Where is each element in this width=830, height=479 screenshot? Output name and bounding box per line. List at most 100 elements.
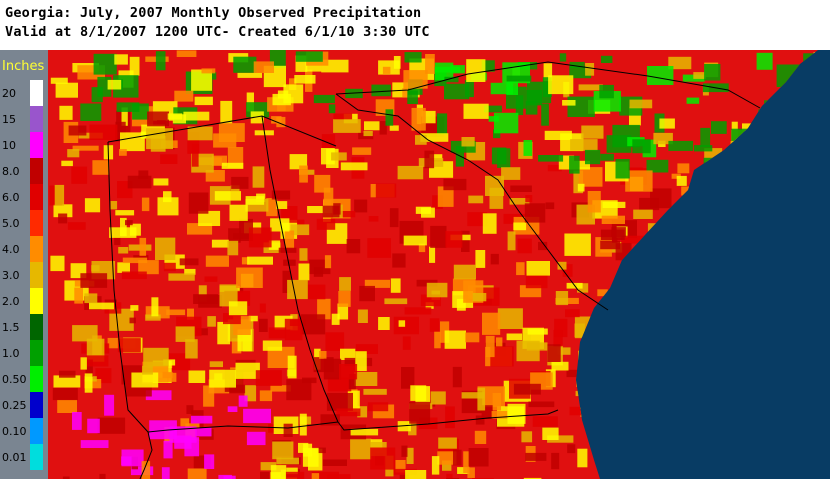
precip-cell <box>272 93 291 106</box>
precip-cell <box>209 369 236 388</box>
precip-cell <box>513 383 541 395</box>
precip-cell <box>510 185 532 192</box>
precip-cell <box>430 225 447 248</box>
precip-cell <box>72 412 82 430</box>
precip-cell <box>461 137 475 147</box>
precip-cell <box>474 430 487 444</box>
precip-cell <box>493 129 501 139</box>
precip-cell <box>519 285 542 298</box>
precip-cell <box>482 312 501 335</box>
precip-cell <box>260 462 277 471</box>
precip-cell <box>223 313 241 325</box>
precip-cell <box>467 212 488 227</box>
precip-cell <box>646 159 669 173</box>
precip-cell <box>302 377 317 384</box>
precip-cell <box>399 474 410 479</box>
alabama-border <box>107 141 149 433</box>
precip-cell <box>404 52 422 63</box>
legend-title: Inches <box>2 59 45 74</box>
precip-cell <box>162 371 173 379</box>
precip-cell <box>233 56 257 73</box>
precip-cell <box>600 229 625 240</box>
legend-swatch <box>30 288 43 314</box>
precip-cell <box>525 195 533 203</box>
precip-cell <box>201 68 216 74</box>
precip-cell <box>421 207 435 218</box>
precip-cell <box>507 403 526 424</box>
precip-cell <box>298 263 310 281</box>
precip-cell <box>484 105 502 113</box>
precip-cell <box>600 153 614 161</box>
precip-cell <box>385 109 394 126</box>
precip-cell <box>538 155 564 162</box>
precip-cell <box>276 201 288 209</box>
precip-cell <box>354 372 378 386</box>
legend-label: 8.0 <box>2 165 20 178</box>
precip-cell <box>331 313 340 325</box>
precip-cell <box>327 377 352 392</box>
precip-cell <box>289 154 308 170</box>
precip-cell <box>565 309 580 318</box>
precip-cell <box>577 183 585 192</box>
precip-cell <box>382 66 391 74</box>
precip-cell <box>429 318 440 332</box>
legend-label: 0.50 <box>2 373 27 386</box>
precip-cell <box>494 112 519 134</box>
precip-cell <box>340 162 368 171</box>
precip-cell <box>364 121 380 131</box>
precip-cell <box>190 415 213 424</box>
precip-cell <box>228 301 248 316</box>
precip-cell <box>121 449 144 467</box>
precip-cell <box>507 231 516 251</box>
precip-cell <box>176 50 197 57</box>
precip-cell <box>338 291 351 307</box>
precip-cell <box>463 451 470 473</box>
precip-cell <box>188 192 209 214</box>
precip-cell <box>442 460 452 471</box>
precip-cell <box>578 167 603 187</box>
precip-cell <box>339 364 358 380</box>
precip-cell <box>585 63 595 76</box>
precip-cell <box>464 80 474 98</box>
precip-cell <box>389 125 399 131</box>
precip-cell <box>453 449 462 466</box>
precip-cell <box>187 468 207 479</box>
precip-cell <box>406 447 414 464</box>
precip-cell <box>50 255 65 272</box>
precip-cell <box>145 314 161 321</box>
precip-cell <box>542 427 559 440</box>
precip-cell <box>671 173 681 179</box>
precip-cell <box>80 273 108 288</box>
precip-cell <box>155 51 166 71</box>
precip-cell <box>62 476 70 479</box>
precip-cell <box>569 155 580 174</box>
precip-cell <box>492 393 501 411</box>
precip-cell <box>87 418 100 434</box>
precip-cell <box>285 471 305 479</box>
precip-cell <box>398 320 406 327</box>
precip-cell <box>488 116 499 122</box>
precip-cell <box>110 201 118 210</box>
precip-cell <box>384 298 408 305</box>
florida-border <box>147 421 339 433</box>
precip-cell <box>525 273 548 289</box>
precip-cell <box>326 392 353 411</box>
precip-cell <box>191 69 212 91</box>
precip-cell <box>393 316 419 335</box>
precip-cell <box>185 339 198 359</box>
precip-cell <box>756 52 773 70</box>
precip-cell <box>68 125 87 136</box>
precip-cell <box>404 307 432 315</box>
precip-cell <box>397 165 424 180</box>
legend-swatch <box>30 366 43 392</box>
precip-cell <box>331 152 347 161</box>
precip-cell <box>650 188 672 209</box>
precip-cell <box>328 104 336 114</box>
precip-cell <box>544 130 572 140</box>
precip-cell <box>141 197 150 212</box>
legend-swatch <box>30 236 43 262</box>
precip-cell <box>450 140 476 153</box>
precip-cell <box>523 477 542 479</box>
precip-cell <box>429 246 436 263</box>
precip-cell <box>227 406 238 412</box>
